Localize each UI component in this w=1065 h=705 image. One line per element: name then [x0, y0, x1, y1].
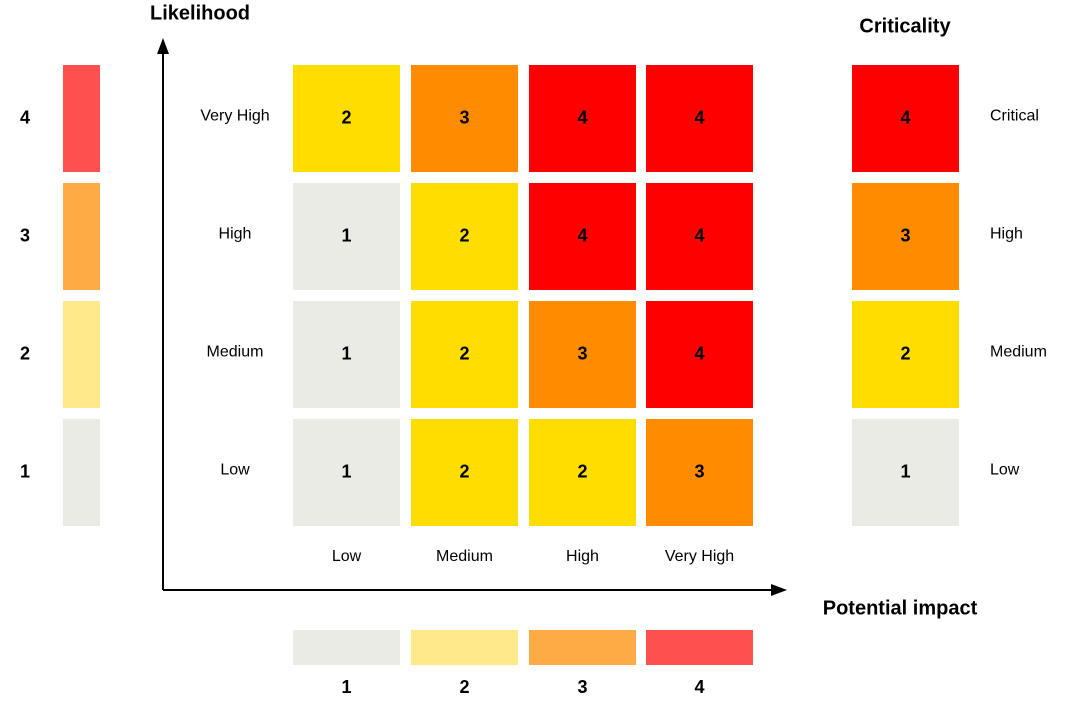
- criticality-label: High: [990, 226, 1023, 243]
- matrix-cell: [529, 65, 636, 172]
- criticality-cell: [852, 419, 959, 526]
- impact-level: 2: [459, 677, 469, 697]
- likelihood-bar: [63, 65, 100, 172]
- cell-value: 2: [459, 225, 469, 245]
- matrix-cell: [646, 419, 753, 526]
- row-label: Very High: [200, 108, 269, 125]
- row-label: Low: [220, 462, 250, 479]
- likelihood-bar: [63, 301, 100, 408]
- matrix-cell: [411, 301, 518, 408]
- cell-value: 2: [577, 461, 587, 481]
- criticality-value: 2: [900, 343, 910, 363]
- criticality-label: Medium: [990, 344, 1047, 361]
- column-label: Medium: [436, 548, 493, 565]
- matrix-cell: [646, 183, 753, 290]
- criticality-label: Critical: [990, 108, 1039, 125]
- impact-level: 4: [694, 677, 704, 697]
- cell-value: 1: [341, 461, 351, 481]
- matrix-cell: [411, 65, 518, 172]
- criticality-value: 3: [900, 225, 910, 245]
- cell-value: 4: [577, 107, 587, 127]
- cell-value: 3: [577, 343, 587, 363]
- column-label: Very High: [665, 548, 734, 565]
- matrix-cell: [293, 183, 400, 290]
- cell-value: 4: [694, 225, 704, 245]
- matrix-cell: [529, 183, 636, 290]
- likelihood-level: 4: [20, 107, 30, 127]
- cell-value: 2: [459, 461, 469, 481]
- likelihood-level: 2: [20, 343, 30, 363]
- cell-value: 1: [341, 343, 351, 363]
- y-axis-arrow: [157, 38, 169, 54]
- cell-value: 4: [694, 343, 704, 363]
- likelihood-level: 3: [20, 225, 30, 245]
- likelihood-level: 1: [20, 461, 30, 481]
- matrix-cell: [411, 183, 518, 290]
- criticality-value: 1: [900, 461, 910, 481]
- cell-value: 4: [577, 225, 587, 245]
- cell-value: 4: [694, 107, 704, 127]
- likelihood-title: Likelihood: [150, 2, 250, 24]
- cell-value: 2: [459, 343, 469, 363]
- matrix-cell: [293, 419, 400, 526]
- criticality-title: Criticality: [859, 15, 951, 37]
- matrix-cell: [646, 301, 753, 408]
- column-label: High: [566, 548, 599, 565]
- likelihood-bar: [63, 419, 100, 526]
- row-label: Medium: [207, 344, 264, 361]
- x-axis-arrow: [771, 584, 787, 596]
- cell-value: 1: [341, 225, 351, 245]
- criticality-cell: [852, 183, 959, 290]
- matrix-cell: [646, 65, 753, 172]
- cell-value: 3: [694, 461, 704, 481]
- impact-level: 3: [577, 677, 587, 697]
- row-label: High: [219, 226, 252, 243]
- impact-bar: [293, 630, 400, 665]
- matrix-cell: [411, 419, 518, 526]
- criticality-cell: [852, 65, 959, 172]
- criticality-label: Low: [990, 462, 1020, 479]
- column-label: Low: [332, 548, 362, 565]
- likelihood-bar: [63, 183, 100, 290]
- criticality-value: 4: [900, 107, 910, 127]
- matrix-cell: [293, 65, 400, 172]
- criticality-cell: [852, 301, 959, 408]
- cell-value: 2: [341, 107, 351, 127]
- matrix-cell: [293, 301, 400, 408]
- impact-bar: [529, 630, 636, 665]
- cell-value: 3: [459, 107, 469, 127]
- impact-bar: [646, 630, 753, 665]
- impact-level: 1: [341, 677, 351, 697]
- matrix-cell: [529, 419, 636, 526]
- matrix-cell: [529, 301, 636, 408]
- impact-title: Potential impact: [823, 597, 978, 619]
- impact-bar: [411, 630, 518, 665]
